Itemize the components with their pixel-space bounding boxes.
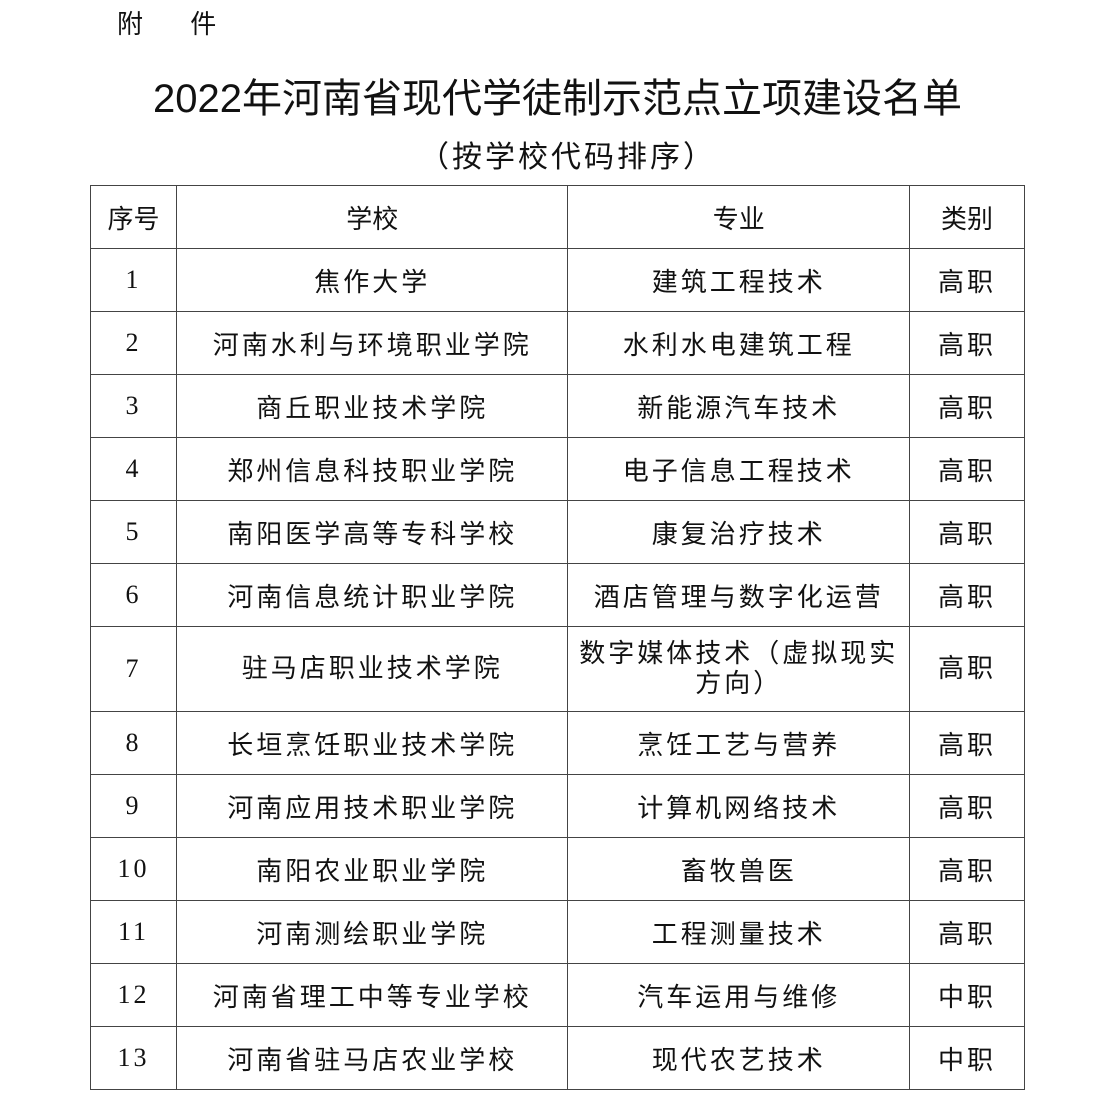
cell-index: 7 bbox=[90, 626, 177, 712]
cell-category: 高职 bbox=[909, 311, 1025, 375]
table-row: 11 河南测绘职业学院 工程测量技术 高职 bbox=[90, 900, 1025, 964]
cell-major: 汽车运用与维修 bbox=[567, 963, 911, 1027]
header-index: 序号 bbox=[90, 185, 177, 249]
table-row: 2 河南水利与环境职业学院 水利水电建筑工程 高职 bbox=[90, 311, 1025, 375]
cell-index: 13 bbox=[90, 1026, 177, 1090]
cell-index: 3 bbox=[90, 374, 177, 438]
cell-category: 高职 bbox=[909, 374, 1025, 438]
header-category: 类别 bbox=[909, 185, 1025, 249]
cell-index: 12 bbox=[90, 963, 177, 1027]
cell-category: 高职 bbox=[909, 774, 1025, 838]
cell-major: 数字媒体技术（虚拟现实方向） bbox=[567, 626, 911, 712]
cell-school: 河南省理工中等专业学校 bbox=[175, 963, 569, 1027]
cell-category: 高职 bbox=[909, 248, 1025, 312]
cell-major: 烹饪工艺与营养 bbox=[567, 711, 911, 775]
header-major: 专业 bbox=[567, 185, 911, 249]
cell-category: 高职 bbox=[909, 900, 1025, 964]
cell-major: 水利水电建筑工程 bbox=[567, 311, 911, 375]
table-header-row: 序号 学校 专业 类别 bbox=[90, 185, 1025, 249]
table-row: 3 商丘职业技术学院 新能源汽车技术 高职 bbox=[90, 374, 1025, 438]
cell-school: 南阳农业职业学院 bbox=[175, 837, 569, 901]
cell-major: 电子信息工程技术 bbox=[567, 437, 911, 501]
cell-category: 高职 bbox=[909, 500, 1025, 564]
cell-school: 焦作大学 bbox=[175, 248, 569, 312]
table-row: 13 河南省驻马店农业学校 现代农艺技术 中职 bbox=[90, 1026, 1025, 1090]
table-row: 7 驻马店职业技术学院 数字媒体技术（虚拟现实方向） 高职 bbox=[90, 626, 1025, 712]
cell-major: 酒店管理与数字化运营 bbox=[567, 563, 911, 627]
cell-category: 高职 bbox=[909, 437, 1025, 501]
cell-index: 11 bbox=[90, 900, 177, 964]
project-list-table: 序号 学校 专业 类别 1 焦作大学 建筑工程技术 高职 2 河南水利与环境职业学院 水利水… bbox=[90, 185, 1025, 1090]
cell-index: 8 bbox=[90, 711, 177, 775]
cell-category: 高职 bbox=[909, 563, 1025, 627]
cell-school: 商丘职业技术学院 bbox=[175, 374, 569, 438]
table-row: 1 焦作大学 建筑工程技术 高职 bbox=[90, 248, 1025, 312]
cell-school: 河南省驻马店农业学校 bbox=[175, 1026, 569, 1090]
document-subtitle: （按学校代码排序） bbox=[419, 141, 716, 174]
cell-index: 9 bbox=[90, 774, 177, 838]
cell-index: 10 bbox=[90, 837, 177, 901]
table-row: 12 河南省理工中等专业学校 汽车运用与维修 中职 bbox=[90, 963, 1025, 1027]
cell-index: 1 bbox=[90, 248, 177, 312]
cell-school: 河南信息统计职业学院 bbox=[175, 563, 569, 627]
cell-school: 郑州信息科技职业学院 bbox=[175, 437, 569, 501]
cell-index: 2 bbox=[90, 311, 177, 375]
cell-school: 河南测绘职业学院 bbox=[175, 900, 569, 964]
cell-major: 现代农艺技术 bbox=[567, 1026, 911, 1090]
document-title: 2022年河南省现代学徒制示范点立项建设名单 bbox=[153, 77, 962, 121]
cell-major: 新能源汽车技术 bbox=[567, 374, 911, 438]
table-row: 8 长垣烹饪职业技术学院 烹饪工艺与营养 高职 bbox=[90, 711, 1025, 775]
cell-category: 高职 bbox=[909, 837, 1025, 901]
cell-school: 南阳医学高等专科学校 bbox=[175, 500, 569, 564]
cell-major: 工程测量技术 bbox=[567, 900, 911, 964]
cell-major: 建筑工程技术 bbox=[567, 248, 911, 312]
cell-category: 中职 bbox=[909, 963, 1025, 1027]
cell-category: 高职 bbox=[909, 711, 1025, 775]
cell-school: 河南应用技术职业学院 bbox=[175, 774, 569, 838]
attachment-label: 附 件 bbox=[117, 9, 237, 39]
cell-major: 畜牧兽医 bbox=[567, 837, 911, 901]
header-school: 学校 bbox=[175, 185, 569, 249]
table-row: 10 南阳农业职业学院 畜牧兽医 高职 bbox=[90, 837, 1025, 901]
table-row: 6 河南信息统计职业学院 酒店管理与数字化运营 高职 bbox=[90, 563, 1025, 627]
cell-school: 驻马店职业技术学院 bbox=[175, 626, 569, 712]
cell-major: 康复治疗技术 bbox=[567, 500, 911, 564]
table-row: 5 南阳医学高等专科学校 康复治疗技术 高职 bbox=[90, 500, 1025, 564]
cell-index: 4 bbox=[90, 437, 177, 501]
cell-school: 河南水利与环境职业学院 bbox=[175, 311, 569, 375]
table-row: 9 河南应用技术职业学院 计算机网络技术 高职 bbox=[90, 774, 1025, 838]
table-row: 4 郑州信息科技职业学院 电子信息工程技术 高职 bbox=[90, 437, 1025, 501]
cell-category: 高职 bbox=[909, 626, 1025, 712]
cell-major: 计算机网络技术 bbox=[567, 774, 911, 838]
cell-category: 中职 bbox=[909, 1026, 1025, 1090]
cell-index: 6 bbox=[90, 563, 177, 627]
cell-index: 5 bbox=[90, 500, 177, 564]
cell-school: 长垣烹饪职业技术学院 bbox=[175, 711, 569, 775]
